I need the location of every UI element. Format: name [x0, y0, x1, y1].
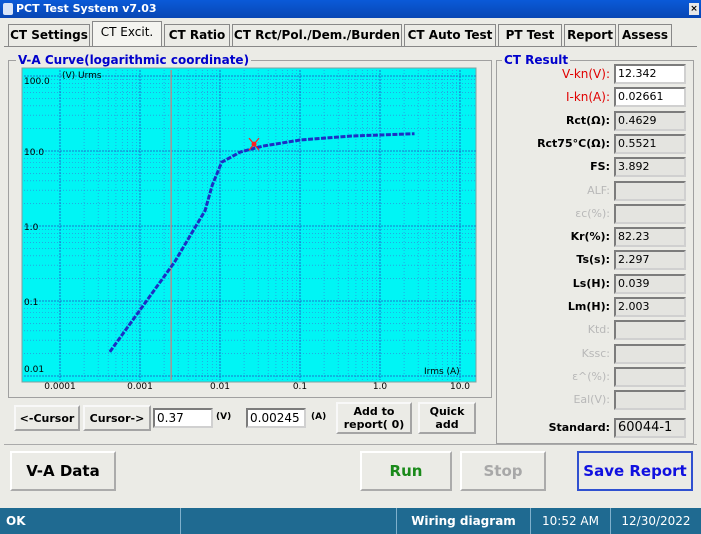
tab[interactable]: CT Settings — [8, 24, 90, 46]
chart: 0.0001 0.001 0.01 0.1 1.0 10.0 0.01 0.1 1.0 10.0 1… — [21, 67, 477, 392]
result-field — [614, 390, 686, 411]
result-label: Ls(H): — [572, 276, 610, 290]
result-field[interactable]: 0.02661 — [614, 87, 686, 108]
result-field — [614, 203, 686, 224]
button-line: add — [435, 418, 459, 431]
result-label: Ts(s): — [576, 253, 610, 267]
tab[interactable]: CT Rct/Pol./Dem./Burden — [232, 24, 402, 46]
result-label: Rct(Ω): — [565, 113, 610, 127]
va-data-button[interactable]: V-A Data — [10, 451, 116, 491]
result-field: 60044-1 — [614, 417, 686, 438]
result-field: 0.5521 — [614, 133, 686, 154]
tab[interactable]: PT Test — [498, 24, 562, 46]
result-label: Standard: — [548, 420, 610, 434]
quick-add-button[interactable]: Quick add — [418, 402, 476, 434]
y-tick-label: 0.01 — [24, 365, 44, 375]
knee-point — [248, 137, 260, 151]
run-button[interactable]: Run — [360, 451, 452, 491]
x-tick-label: 0.001 — [127, 382, 153, 392]
va-curve — [108, 132, 415, 353]
y-tick-label: 100.0 — [24, 77, 50, 87]
button-line: Quick — [429, 405, 465, 418]
result-label: Kr(%): — [570, 230, 610, 244]
result-field — [614, 180, 686, 201]
status-date: 12/30/2022 — [610, 508, 701, 534]
x-tick-label: 0.01 — [210, 382, 230, 392]
result-field — [614, 320, 686, 341]
result-field: 82.23 — [614, 227, 686, 248]
current-unit: (A) — [311, 412, 327, 422]
result-label: Rct75°C(Ω): — [537, 136, 610, 150]
tab[interactable]: Assess — [618, 24, 672, 46]
result-label: FS: — [590, 160, 610, 174]
result-label: Eal(V): — [573, 393, 610, 407]
x-tick-label: 0.0001 — [44, 382, 76, 392]
plot-area — [21, 67, 477, 383]
result-label: εc(%): — [575, 206, 610, 220]
result-field: 2.003 — [614, 297, 686, 317]
result-label: Ktd: — [587, 323, 610, 337]
result-label: Lm(H): — [567, 300, 610, 313]
button-line: Add to — [353, 405, 395, 418]
next-cursor-button[interactable]: Cursor-> — [83, 405, 151, 431]
tab-divider — [4, 46, 697, 47]
knee-marker-dot — [251, 141, 257, 147]
y-tick-label: 0.1 — [24, 298, 38, 308]
result-title: CT Result — [502, 53, 571, 67]
x-axis-label: Irms (A) — [424, 367, 460, 377]
add-to-report-button[interactable]: Add to report( 0) — [336, 402, 412, 434]
status-bar: OK Wiring diagram 10:52 AM 12/30/2022 — [0, 508, 701, 534]
result-label: ALF: — [587, 183, 610, 197]
result-field[interactable]: 12.342 — [614, 64, 686, 84]
result-group — [496, 60, 694, 444]
result-field: 3.892 — [614, 157, 686, 178]
stop-button[interactable]: Stop — [460, 451, 546, 491]
current-input[interactable]: 0.00245 — [246, 408, 306, 428]
x-tick-label: 10.0 — [450, 382, 470, 392]
voltage-input[interactable]: 0.37 — [153, 408, 213, 428]
result-field: 0.4629 — [614, 110, 686, 131]
status-text: OK — [6, 514, 26, 528]
status-time: 10:52 AM — [530, 508, 610, 534]
app-icon — [3, 3, 13, 15]
x-tick-label: 1.0 — [373, 382, 388, 392]
wiring-diagram[interactable]: Wiring diagram — [396, 508, 530, 534]
result-field: 0.039 — [614, 273, 686, 294]
tab[interactable]: CT Ratio — [164, 24, 230, 46]
graph-title: V-A Curve(logarithmic coordinate) — [16, 53, 252, 67]
y-axis-label: (V) Urms — [62, 71, 102, 81]
button-line: report( 0) — [343, 418, 405, 431]
voltage-unit: (V) — [216, 412, 232, 422]
tab[interactable]: CT Excit. — [92, 21, 162, 46]
separator — [4, 444, 697, 445]
result-field — [614, 343, 686, 364]
tab[interactable]: Report — [564, 24, 616, 46]
close-button[interactable]: × — [689, 3, 699, 15]
result-label: ε^(%): — [572, 369, 610, 383]
tab[interactable]: CT Auto Test — [404, 24, 496, 46]
window-title: PCT Test System v7.03 — [16, 2, 157, 15]
y-tick-label: 10.0 — [24, 148, 44, 158]
status-divider — [180, 508, 181, 534]
result-field: 2.297 — [614, 250, 686, 271]
result-label: Kssc: — [581, 346, 610, 360]
title-bar: PCT Test System v7.03 × — [0, 0, 701, 18]
result-label: V-kn(V): — [561, 67, 610, 81]
y-tick-label: 1.0 — [24, 223, 39, 233]
prev-cursor-button[interactable]: <-Cursor — [14, 405, 80, 431]
result-label: I-kn(A): — [565, 90, 610, 105]
x-tick-label: 0.1 — [293, 382, 307, 392]
save-report-button[interactable]: Save Report — [577, 451, 693, 491]
result-field — [614, 366, 686, 387]
